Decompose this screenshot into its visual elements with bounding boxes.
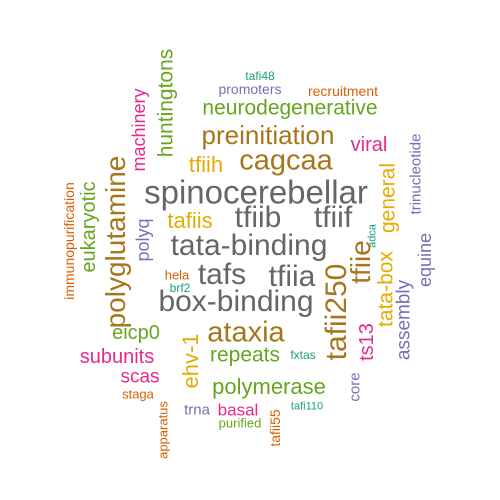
word-repeats: repeats	[209, 343, 281, 367]
word-box-binding: box-binding	[158, 285, 314, 318]
word-trinucleotide: trinucleotide	[407, 133, 425, 215]
word-polyglutamine: polyglutamine	[100, 155, 131, 329]
word-neurodegenerative: neurodegenerative	[202, 96, 378, 120]
word-machinery: machinery	[129, 88, 149, 172]
word-recruitment: recruitment	[307, 83, 379, 99]
word-spinocerebellar: spinocerebellar	[144, 173, 368, 211]
word-cagcaa: cagcaa	[239, 144, 333, 177]
word-purified: purified	[218, 415, 262, 431]
word-tafi48: tafi48	[245, 69, 275, 83]
word-tafii250: tafii250	[320, 263, 353, 361]
word-ehv-1: ehv-1	[178, 333, 203, 389]
word-basal: basal	[217, 400, 259, 420]
word-tfiib: tfiib	[234, 201, 282, 234]
word-tafiis: tafiis	[167, 208, 213, 233]
word-staga: staga	[122, 386, 154, 402]
word-fxtas: fxtas	[290, 348, 316, 362]
word-subunits: subunits	[79, 346, 155, 368]
word-ataxia: ataxia	[207, 316, 285, 349]
word-scas: scas	[120, 366, 160, 388]
word-tafs: tafs	[197, 258, 247, 291]
word-tfiif: tfiif	[313, 201, 353, 234]
word-ts13: ts13	[356, 323, 378, 361]
word-tfiih: tfiih	[188, 152, 224, 177]
word-core: core	[346, 372, 364, 402]
word-tata-binding: tata-binding	[170, 229, 328, 262]
word-immunopurification: immunopurification	[61, 182, 77, 300]
word-assembly: assembly	[393, 279, 415, 361]
word-equine: equine	[415, 232, 435, 288]
word-preinitiation: preinitiation	[201, 120, 335, 150]
word-promoters: promoters	[218, 81, 282, 97]
word-tafi110: tafi110	[290, 400, 324, 413]
word-apparatus: apparatus	[155, 401, 171, 459]
word-hela: hela	[164, 267, 190, 283]
word-tfiia: tfiia	[268, 260, 316, 293]
word-polymerase: polymerase	[212, 374, 326, 399]
word-eicp0: eicp0	[112, 322, 160, 344]
word-general: general	[376, 162, 400, 234]
word-tafii55: tafii55	[267, 409, 283, 447]
word-viral: viral	[350, 134, 388, 156]
word-eukaryotic: eukaryotic	[78, 181, 100, 273]
word-trna: trna	[184, 401, 210, 419]
word-brf2: brf2	[169, 281, 191, 295]
word-huntingtons: huntingtons	[154, 48, 178, 158]
word-polyq: polyq	[133, 218, 153, 262]
